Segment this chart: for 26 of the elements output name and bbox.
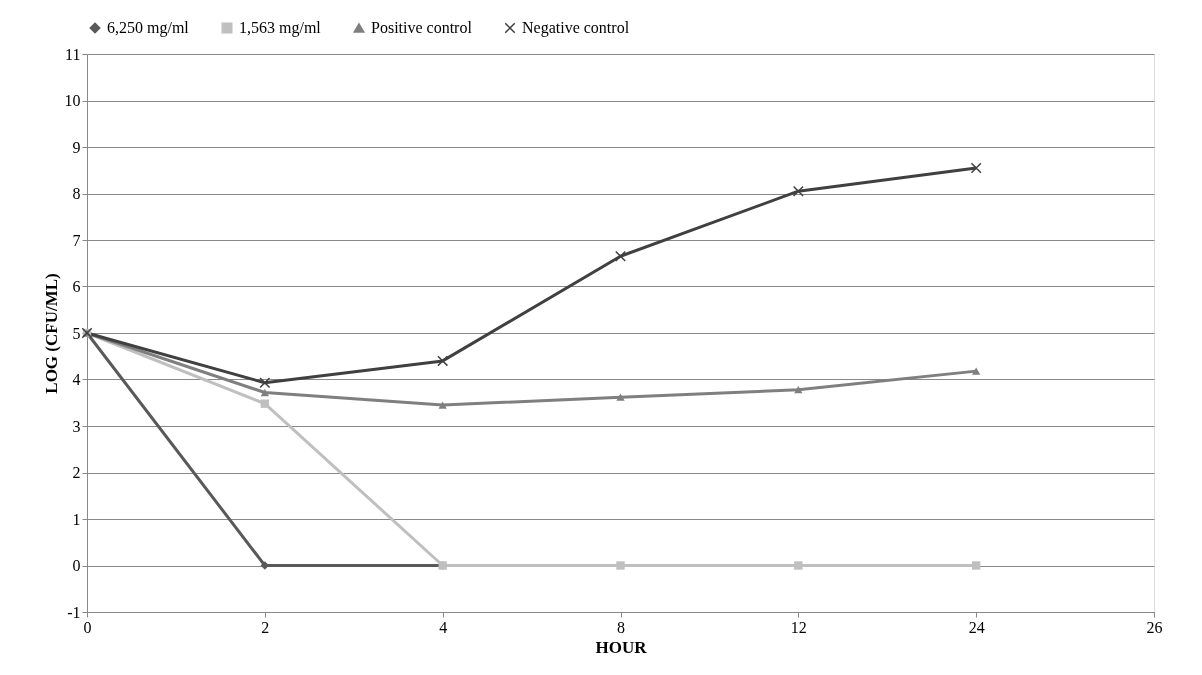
y-tick-label: 4 [72,371,81,388]
legend-label: 1,563 mg/ml [239,19,322,37]
y-tick-label: 7 [72,231,81,249]
x-tick-label: 4 [439,618,448,636]
x-tick-label: 0 [83,618,92,636]
y-tick-label: 10 [64,92,81,109]
y-tick-label: 1 [72,510,81,528]
x-tick-label: 12 [790,618,807,636]
y-tick-label: 8 [72,185,81,202]
legend-label: Positive control [371,19,473,36]
y-tick-label: 11 [65,45,81,63]
y-tick-label: 6 [72,278,81,295]
x-tick-label: 26 [1146,618,1163,636]
legend-label: Negative control [522,19,630,37]
x-tick-label: 24 [968,618,985,636]
y-tick-label: 0 [72,557,81,574]
y-tick-label: 9 [72,138,81,156]
y-tick-label: 5 [72,324,81,342]
y-tick-label: -1 [67,603,81,621]
y-tick-label: 2 [72,464,81,481]
y-axis-title: LOG (CFU/ML) [41,273,61,394]
x-tick-label: 2 [261,618,270,636]
x-tick-label: 8 [617,618,625,636]
y-tick-label: 3 [72,417,81,435]
legend-label: 6,250 mg/ml [107,19,190,37]
x-axis-title: HOUR [595,637,648,657]
